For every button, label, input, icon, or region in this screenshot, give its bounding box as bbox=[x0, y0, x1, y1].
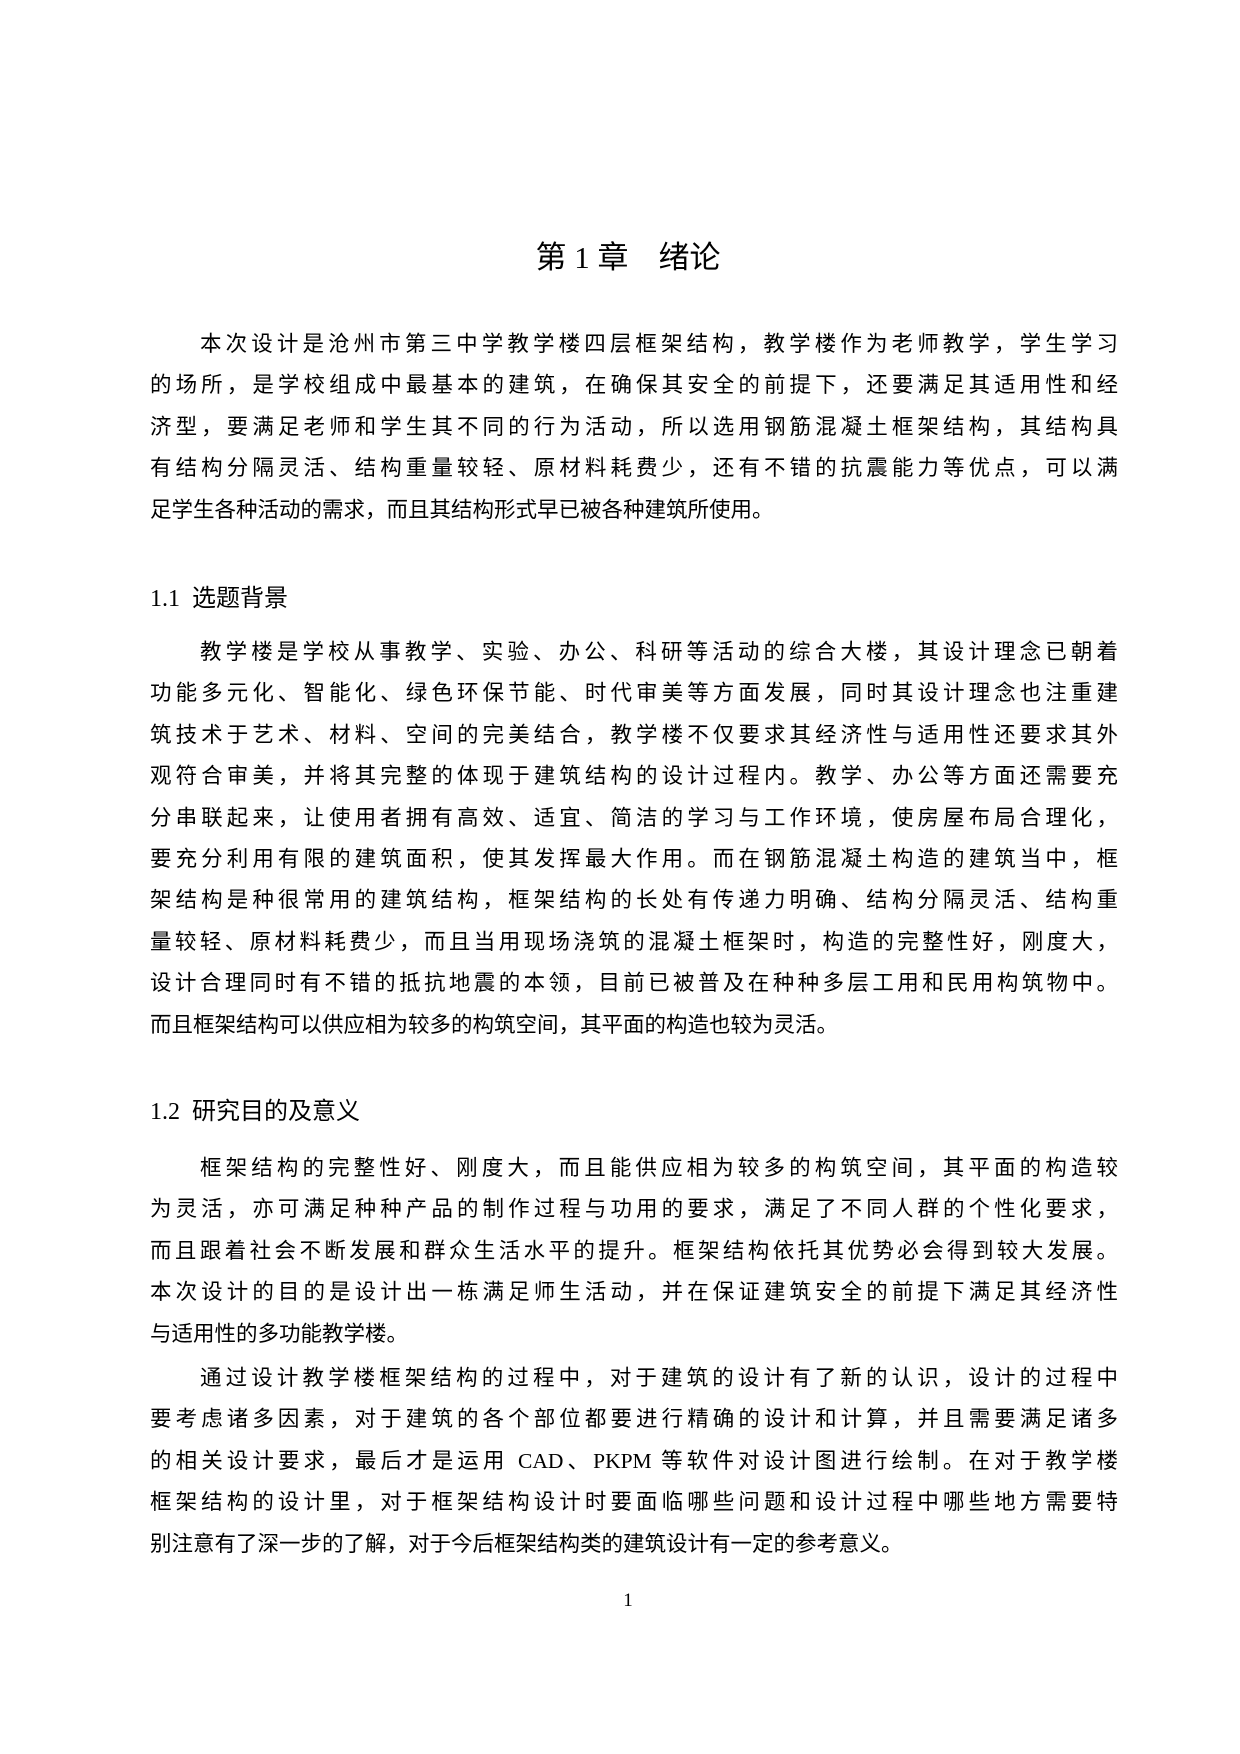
page-number: 1 bbox=[623, 1590, 633, 1611]
text-line: 而且框架结构可以供应相为较多的构筑空间，其平面的构造也较为灵活。 bbox=[150, 1012, 839, 1037]
text-line: 框架结构的完整性好、刚度大，而且能供应相为较多的构筑空间，其平面的构造较 bbox=[200, 1156, 1118, 1180]
text-line: 别注意有了深一步的了解，对于今后框架结构类的建筑设计有一定的参考意义。 bbox=[150, 1531, 903, 1556]
chapter-name: 绪论 bbox=[658, 240, 721, 275]
purpose-paragraph: 框架结构的完整性好、刚度大，而且能供应相为较多的构筑空间，其平面的构造较为灵活，… bbox=[150, 1148, 1118, 1355]
text-line: 框架结构的设计里，对于框架结构设计时要面临哪些问题和设计过程中哪些地方需要特 bbox=[150, 1490, 1118, 1515]
text-line: 架结构是种很常用的建筑结构，框架结构的长处有传递力明确、结构分隔灵活、结构重 bbox=[150, 888, 1118, 913]
text-line: 为灵活，亦可满足种种产品的制作过程与功用的要求，满足了不同人群的个性化要求， bbox=[150, 1197, 1118, 1222]
section-number: 1.2 bbox=[150, 1099, 180, 1125]
section-number: 1.1 bbox=[150, 586, 180, 612]
text-line: 而且跟着社会不断发展和群众生活水平的提升。框架结构依托其优势必会得到较大发展。 bbox=[150, 1238, 1118, 1263]
text-line: 本次设计是沧州市第三中学教学楼四层框架结构，教学楼作为老师教学，学生学习 bbox=[200, 332, 1118, 356]
text-line: 要考虑诸多因素，对于建筑的各个部位都要进行精确的设计和计算，并且需要满足诸多 bbox=[150, 1407, 1118, 1432]
background-paragraph: 教学楼是学校从事教学、实验、办公、科研等活动的综合大楼，其设计理念已朝着功能多元… bbox=[150, 632, 1118, 1046]
text-line: 的相关设计要求，最后才是运用 CAD、PKPM 等软件对设计图进行绘制。在对于教… bbox=[150, 1448, 1118, 1473]
text-line: 设计合理同时有不错的抵抗地震的本领，目前已被普及在种种多层工用和民用构筑物中。 bbox=[150, 971, 1118, 996]
text-line: 有结构分隔灵活、结构重量较轻、原材料耗费少，还有不错的抗震能力等优点，可以满 bbox=[150, 456, 1118, 481]
text-line: 济型，要满足老师和学生其不同的行为活动，所以选用钢筋混凝土框架结构，其结构具 bbox=[150, 414, 1118, 439]
section-title: 选题背景 bbox=[192, 586, 288, 612]
intro-paragraph: 本次设计是沧州市第三中学教学楼四层框架结构，教学楼作为老师教学，学生学习的场所，… bbox=[150, 324, 1118, 531]
chapter-number: 第 1 章 bbox=[535, 240, 629, 275]
section-heading-1-1: 1.1 选题背景 bbox=[150, 579, 288, 619]
section-heading-1-2: 1.2 研究目的及意义 bbox=[150, 1092, 360, 1132]
text-line: 本次设计的目的是设计出一栋满足师生活动，并在保证建筑安全的前提下满足其经济性 bbox=[150, 1280, 1118, 1305]
text-line: 要充分利用有限的建筑面积，使其发挥最大作用。而在钢筋混凝土构造的建筑当中，框 bbox=[150, 846, 1118, 871]
section-title: 研究目的及意义 bbox=[192, 1099, 360, 1125]
text-line: 教学楼是学校从事教学、实验、办公、科研等活动的综合大楼，其设计理念已朝着 bbox=[200, 640, 1118, 664]
text-line: 量较轻、原材料耗费少，而且当用现场浇筑的混凝土框架时，构造的完整性好，刚度大， bbox=[150, 929, 1118, 954]
text-line: 筑技术于艺术、材料、空间的完美结合，教学楼不仅要求其经济性与适用性还要求其外 bbox=[150, 722, 1118, 747]
text-line: 通过设计教学楼框架结构的过程中，对于建筑的设计有了新的认识，设计的过程中 bbox=[200, 1366, 1118, 1390]
text-line: 分串联起来，让使用者拥有高效、适宜、简洁的学习与工作环境，使房屋布局合理化， bbox=[150, 805, 1118, 830]
text-line: 与适用性的多功能教学楼。 bbox=[150, 1321, 409, 1346]
significance-paragraph: 通过设计教学楼框架结构的过程中，对于建筑的设计有了新的认识，设计的过程中要考虑诸… bbox=[150, 1358, 1118, 1565]
chapter-title: 第 1 章绪论 bbox=[0, 238, 1240, 278]
text-line: 的场所，是学校组成中最基本的建筑，在确保其安全的前提下，还要满足其适用性和经 bbox=[150, 373, 1118, 398]
text-line: 功能多元化、智能化、绿色环保节能、时代审美等方面发展，同时其设计理念也注重建 bbox=[150, 681, 1118, 706]
text-line: 足学生各种活动的需求，而且其结构形式早已被各种建筑所使用。 bbox=[150, 497, 774, 522]
text-line: 观符合审美，并将其完整的体现于建筑结构的设计过程内。教学、办公等方面还需要充 bbox=[150, 764, 1118, 789]
